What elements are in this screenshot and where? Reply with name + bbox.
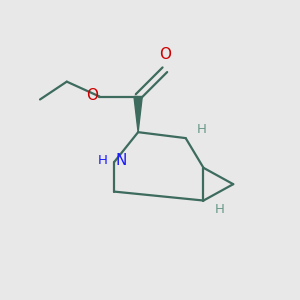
Text: H: H	[98, 154, 108, 167]
Text: O: O	[86, 88, 98, 103]
Text: N: N	[116, 153, 127, 168]
Polygon shape	[134, 97, 142, 132]
Text: H: H	[197, 123, 207, 136]
Text: H: H	[215, 203, 225, 216]
Text: O: O	[159, 47, 171, 62]
